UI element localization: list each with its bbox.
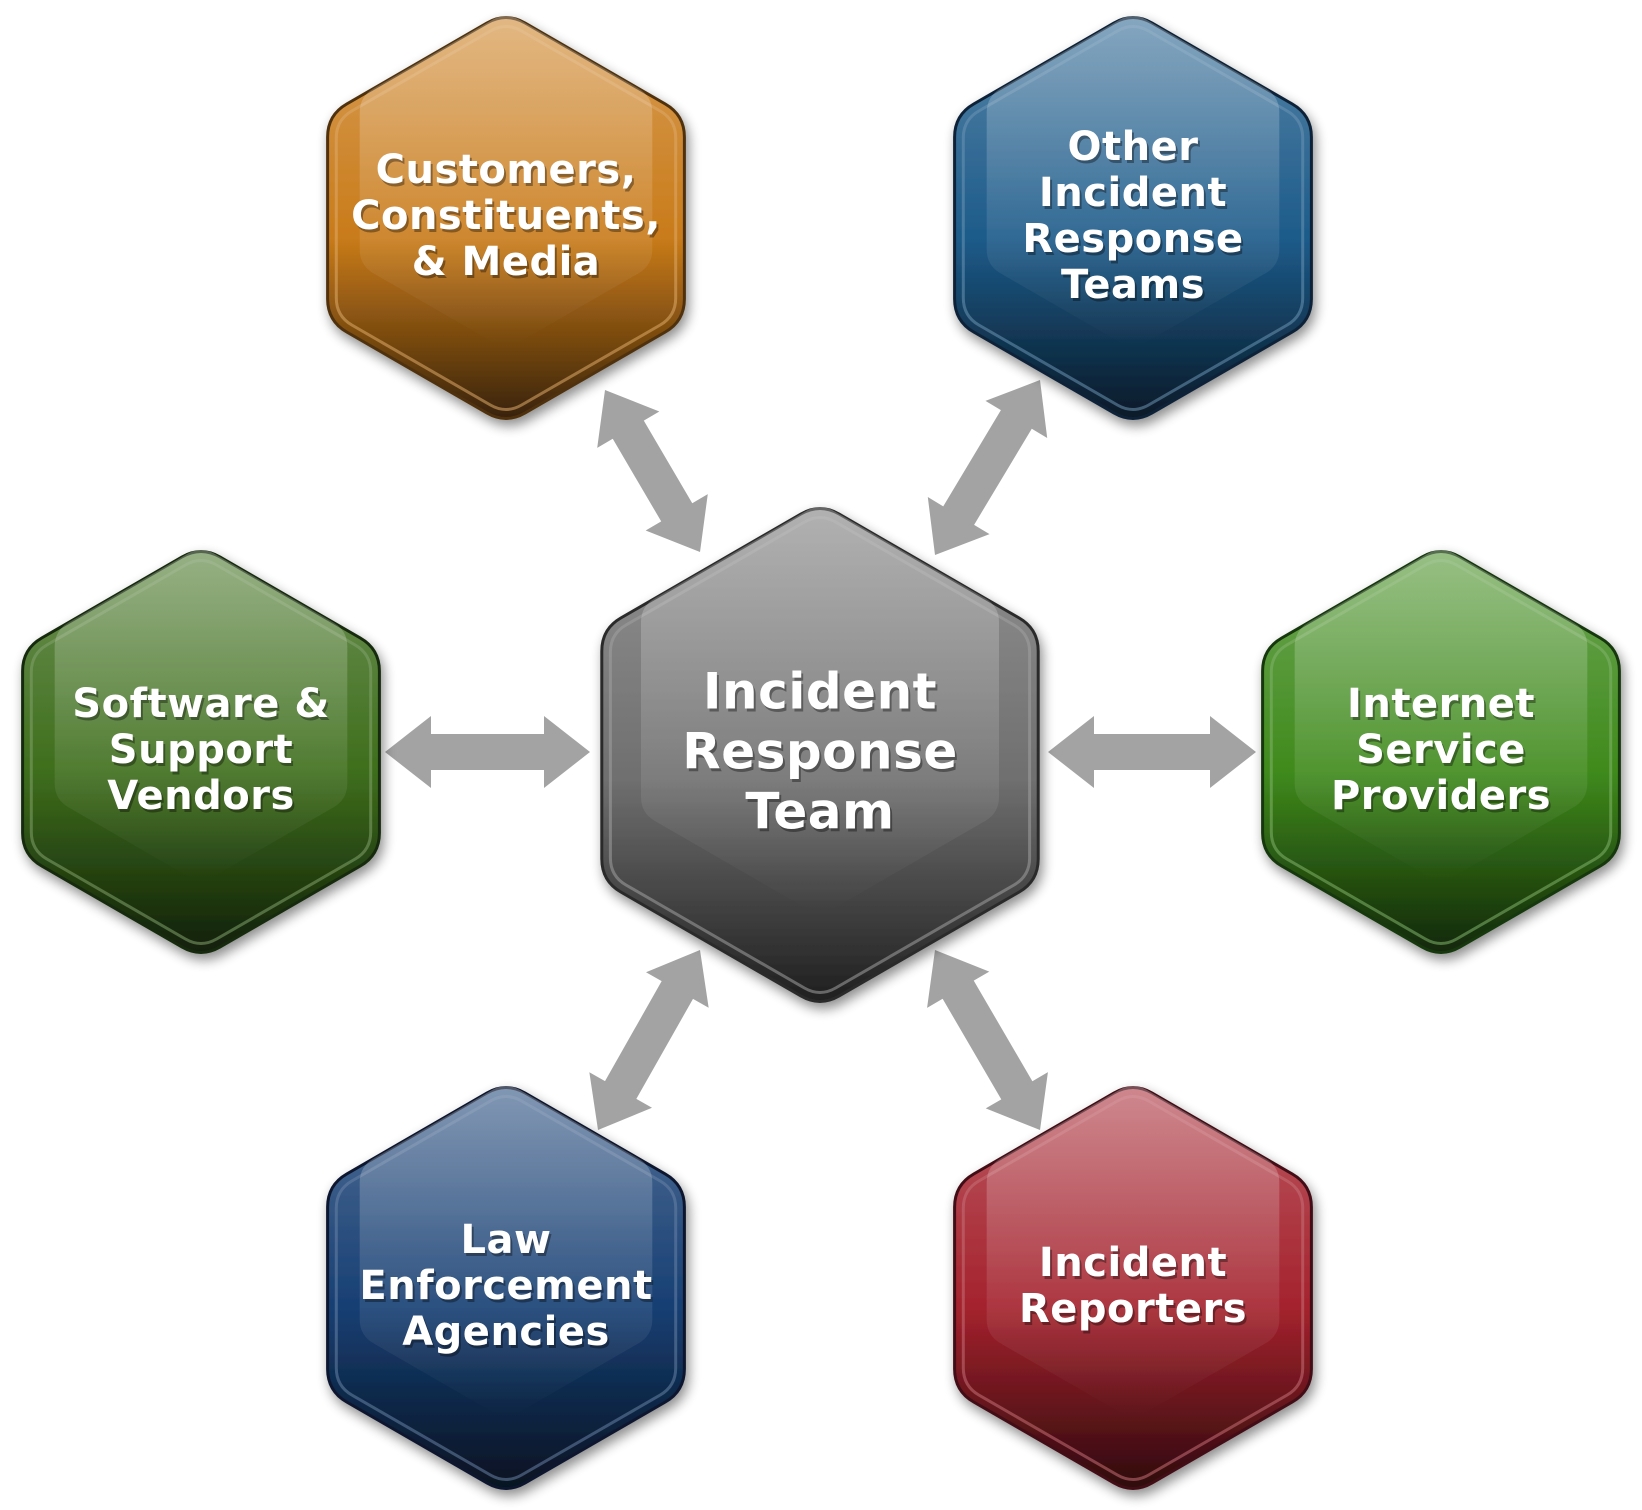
hexagon-gloss bbox=[986, 1086, 1280, 1416]
hexagon-label-shadow: Law bbox=[463, 1220, 554, 1266]
hexagon-label-line: Team bbox=[745, 783, 894, 841]
hexagon-label-shadow: Response bbox=[1024, 219, 1245, 265]
hexagon-label-shadow: Response bbox=[684, 726, 960, 784]
hexagon-label-line: & Media bbox=[412, 239, 601, 285]
hexagon-label-line: Reporters bbox=[1019, 1286, 1247, 1332]
hexagon-label-line: Internet bbox=[1347, 681, 1535, 727]
hexagon-label-shadow: Incident bbox=[1041, 1243, 1229, 1289]
hexagon-gloss bbox=[641, 507, 999, 913]
hexagon-label-line: Service bbox=[1356, 727, 1526, 773]
hexagon-gloss bbox=[54, 550, 348, 880]
hexagon-inner-bevel bbox=[334, 1095, 678, 1481]
hexagon-label-shadow: Teams bbox=[1063, 265, 1207, 311]
hexagon-label-shadow: Incident bbox=[705, 666, 939, 724]
hexagon-label-line: Providers bbox=[1331, 773, 1551, 819]
hexagon-gloss bbox=[359, 1086, 653, 1416]
hexagon-label-line: Enforcement bbox=[359, 1263, 652, 1309]
hexagon-label-shadow: Incident bbox=[1041, 173, 1229, 219]
hexagon-gloss bbox=[1294, 550, 1588, 880]
hexagon-gloss bbox=[986, 16, 1280, 346]
hexagon-label-line: Incident bbox=[1039, 1240, 1227, 1286]
hexagon-label-line: Customers, bbox=[376, 147, 637, 193]
hexagon-label-line: Constituents, bbox=[351, 193, 661, 239]
hexagon-gloss bbox=[359, 16, 653, 346]
hexagon-label-shadow: Team bbox=[747, 786, 896, 844]
hexagon-label-shadow: & Media bbox=[414, 242, 603, 288]
arrow-other-teams-center-icon bbox=[927, 380, 1048, 556]
hexagon-label-shadow: Constituents, bbox=[353, 196, 663, 242]
hexagon-inner-bevel bbox=[608, 516, 1032, 994]
hexagon-label-line: Response bbox=[1022, 216, 1243, 262]
hexagon-label-line: Response bbox=[682, 723, 958, 781]
hexagon-label-shadow: Internet bbox=[1349, 684, 1537, 730]
hexagon-customers-constituents-media: Customers,Customers,Constituents,Constit… bbox=[326, 16, 686, 420]
hexagon-inner-bevel bbox=[29, 559, 373, 945]
hexagon-label-shadow: Software & bbox=[74, 684, 331, 730]
hexagon-label-line: Incident bbox=[1039, 170, 1227, 216]
hexagon-law-enforcement-agencies: LawLawEnforcementEnforcementAgenciesAgen… bbox=[326, 1086, 686, 1490]
hexagon-label-line: Agencies bbox=[402, 1309, 610, 1355]
hexagon-label-shadow: Agencies bbox=[404, 1312, 612, 1358]
hexagon-label-line: Vendors bbox=[107, 773, 295, 819]
hexagon-label-line: Support bbox=[109, 727, 293, 773]
hexagon-label-shadow: Reporters bbox=[1021, 1289, 1249, 1335]
hexagon-label-shadow: Providers bbox=[1333, 776, 1553, 822]
hexagon-internet-service-providers: InternetInternetServiceServiceProvidersP… bbox=[1261, 550, 1621, 954]
hexagon-label-shadow: Service bbox=[1358, 730, 1528, 776]
arrow-reporters-center-icon bbox=[927, 950, 1048, 1131]
hexagon-software-support-vendors: Software &Software &SupportSupportVendor… bbox=[21, 550, 381, 954]
arrow-software-vendors-center-icon bbox=[385, 716, 590, 788]
hexagon-label-shadow: Enforcement bbox=[361, 1266, 654, 1312]
arrow-law-enforcement-center-icon bbox=[589, 949, 709, 1130]
hexagon-inner-bevel bbox=[334, 25, 678, 411]
hexagon-label-line: Incident bbox=[703, 663, 937, 721]
arrow-customers-center-icon bbox=[597, 390, 708, 552]
hexagon-label-line: Software & bbox=[72, 681, 329, 727]
arrow-isp-center-icon bbox=[1048, 716, 1256, 788]
hexagon-other-incident-response-teams: OtherOtherIncidentIncidentResponseRespon… bbox=[953, 16, 1313, 420]
hexagon-inner-bevel bbox=[961, 25, 1305, 411]
hexagon-inner-bevel bbox=[1269, 559, 1613, 945]
hexagon-label-shadow: Vendors bbox=[109, 776, 297, 822]
hexagon-label-shadow: Customers, bbox=[378, 150, 639, 196]
hexagon-label-shadow: Support bbox=[111, 730, 295, 776]
hexagon-label-shadow: Other bbox=[1070, 127, 1201, 173]
connector-arrows bbox=[385, 380, 1256, 1131]
hexagon-label-line: Law bbox=[461, 1217, 552, 1263]
hexagon-label-line: Other bbox=[1068, 124, 1199, 170]
hexagon-inner-bevel bbox=[961, 1095, 1305, 1481]
hexagon-nodes: Customers,Customers,Constituents,Constit… bbox=[21, 16, 1621, 1490]
hexagon-label-line: Teams bbox=[1061, 262, 1205, 308]
